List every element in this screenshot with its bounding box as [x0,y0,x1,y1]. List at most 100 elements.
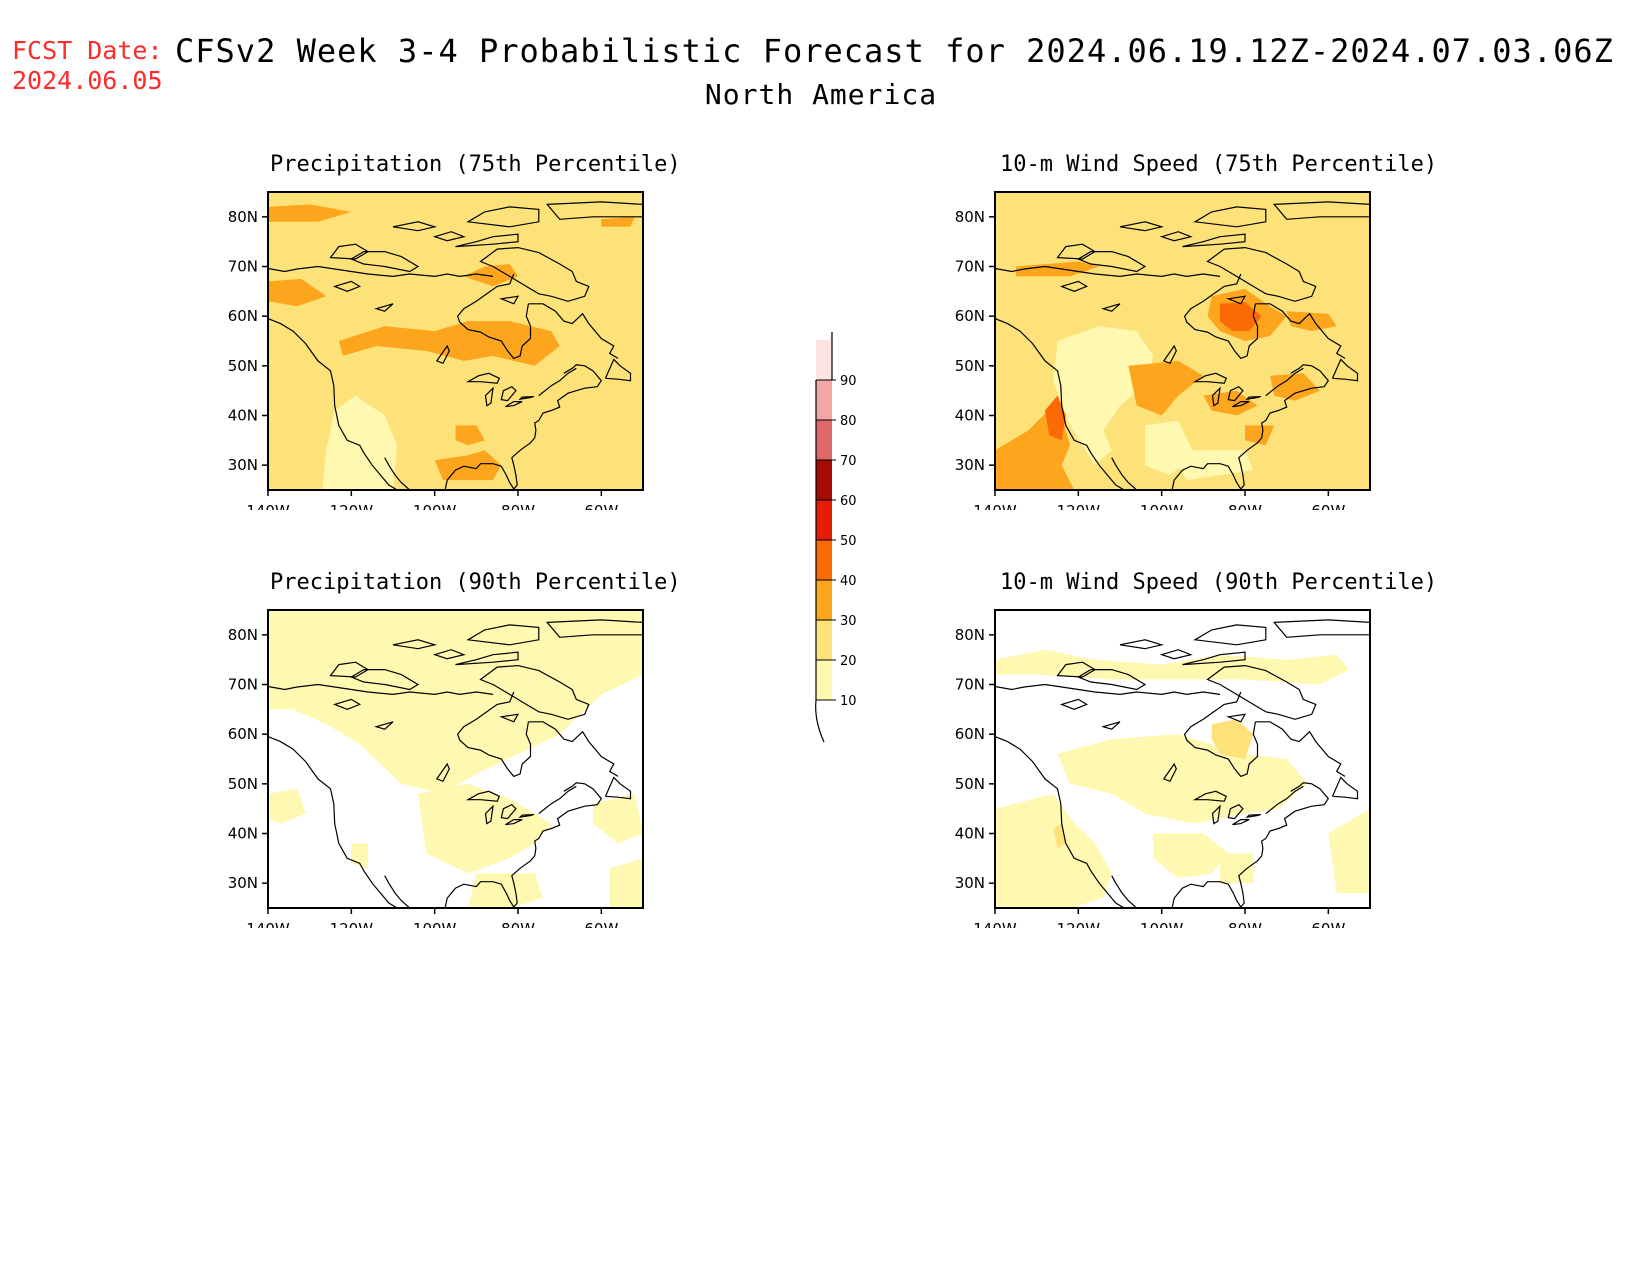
coastline [444,782,603,908]
probability-region [1220,853,1254,884]
probability-region [1045,395,1066,441]
probability-region [268,278,327,307]
lake-or-island-outline [500,385,517,402]
panel-title-precip75: Precipitation (75th Percentile) [270,152,681,177]
lake-or-island-outline [455,651,519,666]
colorbar-segment [816,580,832,620]
lake-or-island-outline [1227,385,1244,402]
colorbar-tick-label: 30 [840,614,857,629]
panel-title-wind90: 10-m Wind Speed (90th Percentile) [1000,570,1438,595]
probability-region [268,610,643,794]
coastline [444,364,603,490]
colorbar-segment [816,460,832,500]
lake-or-island-outline [1162,762,1177,783]
colorbar-tick-label: 60 [840,494,857,509]
lon-tick-label: 60W [584,502,618,510]
lat-tick-label: 40N [228,825,258,843]
colorbar-segment [816,540,832,580]
lake-or-island-outline [465,790,501,802]
coastline [995,736,1125,908]
probability-region [1211,719,1254,759]
coastline [995,265,1221,278]
lake-or-island-outline [1159,649,1193,660]
probability-region [1286,311,1337,332]
lat-tick-label: 30N [228,874,258,892]
fcst-date-block: FCST Date: 2024.06.05 [12,36,163,96]
map-panel-wind75: 140W 120W 100W 80W 60W 80N 70N 60N 50N 40N 30N [955,191,1371,510]
probability-region [338,321,560,366]
probability-region [1203,390,1258,416]
lat-tick-label: 30N [955,456,985,474]
lake-or-island-outline [432,231,466,242]
coastline [604,358,632,382]
lon-tick-label: 140W [246,502,290,510]
lake-or-island-outline [465,372,501,384]
coastline [538,367,577,397]
lat-tick-label: 30N [955,874,985,892]
probability-region [434,450,502,481]
lake-or-island-outline [1119,639,1165,650]
coastline [1331,776,1359,800]
lake-or-island-outline [545,201,643,220]
lat-tick-label: 80N [955,626,985,644]
lake-or-island-outline [1193,206,1267,228]
coastline [1111,875,1138,908]
coastline [456,691,532,778]
lake-or-island-outline [479,246,590,302]
colorbar-segment [816,380,832,420]
lake-or-island-outline [1119,221,1165,232]
region-subtitle: North America [0,78,1650,111]
map-panel-precip75: 140W 120W 100W 80W 60W 80N 70N 60N 50N 40N 30N [228,191,644,510]
coastline [1111,457,1138,490]
coastline [456,273,532,360]
lake-or-island-outline [1211,386,1221,407]
lake-or-island-outline [374,721,394,730]
lat-tick-label: 80N [228,626,258,644]
lat-tick-label: 80N [228,208,258,226]
lon-tick-label: 100W [413,502,457,510]
lake-or-island-outline [1162,344,1177,365]
lake-or-island-outline [1232,401,1250,408]
lake-or-island-outline [1101,303,1121,312]
map-frame [994,191,1371,491]
lake-or-island-outline [329,661,370,678]
lake-or-island-outline [1101,721,1121,730]
lat-tick-label: 40N [955,825,985,843]
region-label: North America [704,78,938,111]
lat-tick-label: 40N [955,407,985,425]
probability-region [1153,833,1229,879]
probability-region [593,793,643,844]
lake-or-island-outline [545,619,643,638]
coastline [268,736,398,908]
lake-or-island-outline [329,243,370,260]
panel-title-wind75: 10-m Wind Speed (75th Percentile) [1000,152,1438,177]
map-frame [267,191,644,491]
lake-or-island-outline [518,396,534,400]
lake-or-island-outline [484,804,494,825]
coastline [1255,303,1346,359]
probability-region [322,395,398,490]
coastline [1255,721,1346,777]
lon-tick-label: 100W [1140,502,1184,510]
lat-tick-label: 60N [955,725,985,743]
lat-tick-label: 50N [955,775,985,793]
lon-tick-label: 120W [330,502,374,510]
lake-or-island-outline [1232,819,1250,826]
lake-or-island-outline [392,221,438,232]
coastline [1183,691,1259,778]
lon-tick-label: 100W [413,920,457,928]
probability-region [268,788,306,824]
lake-or-island-outline [1056,243,1097,260]
lat-tick-label: 50N [228,775,258,793]
coastline [1331,358,1359,382]
lake-or-island-outline [1245,396,1261,400]
lat-tick-label: 60N [228,725,258,743]
lake-or-island-outline [1059,698,1089,710]
lon-tick-label: 120W [1057,920,1101,928]
forecast-field [995,192,1370,490]
lake-or-island-outline [1056,661,1097,678]
coastline [1265,785,1304,815]
lon-tick-label: 120W [1057,502,1101,510]
probability-region [995,793,1112,908]
probability-region [1053,326,1154,466]
